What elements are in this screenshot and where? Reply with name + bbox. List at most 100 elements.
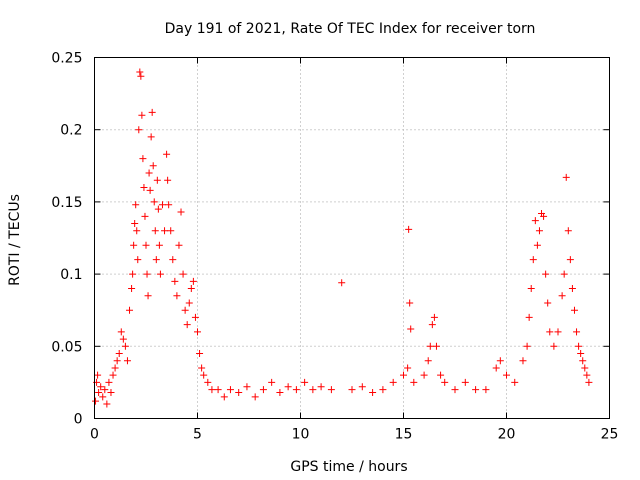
- data-point: [123, 357, 131, 365]
- data-point: [169, 256, 177, 264]
- y-tick-label: 0.2: [60, 123, 82, 139]
- data-point: [99, 393, 107, 401]
- data-point: [525, 313, 533, 321]
- data-point: [143, 270, 151, 278]
- data-point: [437, 371, 445, 379]
- data-point: [389, 378, 397, 386]
- data-point: [259, 386, 267, 394]
- data-point: [420, 371, 428, 379]
- data-point: [410, 378, 418, 386]
- x-tick-label: 10: [292, 427, 310, 443]
- data-point: [523, 342, 531, 350]
- data-point: [251, 393, 259, 401]
- data-point: [430, 313, 438, 321]
- data-point: [173, 292, 181, 300]
- data-point: [568, 285, 576, 293]
- data-point: [111, 364, 119, 372]
- data-point: [268, 378, 276, 386]
- y-tick-label: 0.1: [60, 267, 82, 283]
- data-point: [163, 150, 171, 158]
- data-point: [562, 173, 570, 181]
- data-point: [451, 386, 459, 394]
- y-tick-label: 0.25: [51, 51, 82, 67]
- data-point: [92, 397, 100, 405]
- data-point: [235, 389, 243, 397]
- data-point: [400, 371, 407, 379]
- data-point: [148, 108, 156, 116]
- data-point: [527, 285, 535, 293]
- data-point: [472, 386, 480, 394]
- data-point: [113, 357, 121, 365]
- data-point: [317, 383, 325, 391]
- data-point: [327, 386, 335, 394]
- data-point: [583, 371, 591, 379]
- data-point: [564, 227, 572, 235]
- data-point: [284, 383, 292, 391]
- data-point: [407, 325, 415, 333]
- grid-layer: [94, 57, 610, 419]
- data-point: [292, 386, 300, 394]
- data-point: [185, 299, 193, 307]
- data-point: [404, 364, 412, 372]
- data-point: [535, 227, 543, 235]
- data-point: [566, 256, 574, 264]
- data-point: [461, 378, 469, 386]
- data-point: [151, 227, 159, 235]
- data-point: [117, 328, 125, 336]
- data-point: [138, 111, 146, 119]
- data-point: [146, 186, 154, 194]
- data-point: [432, 342, 440, 350]
- x-tick-label: 15: [395, 427, 413, 443]
- data-point: [406, 299, 414, 307]
- data-point: [194, 328, 201, 336]
- data-point: [309, 386, 317, 394]
- data-point: [558, 292, 566, 300]
- data-point: [136, 68, 144, 76]
- data-point: [155, 241, 163, 249]
- data-point: [511, 378, 519, 386]
- data-point: [130, 241, 138, 249]
- data-point: [149, 162, 157, 170]
- data-point: [585, 378, 593, 386]
- data-point: [196, 350, 204, 358]
- data-point: [177, 208, 185, 216]
- data-point: [141, 212, 149, 220]
- data-point: [156, 270, 164, 278]
- data-point: [208, 386, 216, 394]
- data-point: [181, 306, 189, 314]
- data-point: [243, 383, 251, 391]
- data-point: [137, 72, 145, 80]
- data-point: [129, 270, 137, 278]
- x-tick-label: 5: [193, 427, 202, 443]
- data-point: [533, 241, 541, 249]
- data-point: [441, 378, 449, 386]
- data-point: [97, 383, 105, 391]
- data-point: [167, 227, 175, 235]
- data-point: [540, 212, 548, 220]
- data-point: [492, 364, 500, 372]
- data-point: [153, 176, 161, 184]
- axis-ticks: 0 5 10 15 20 25 0 0.05 0.1 0.15 0.2 0.25: [51, 51, 618, 443]
- data-point: [405, 225, 413, 233]
- data-point: [301, 378, 309, 386]
- data-point: [150, 198, 158, 206]
- data-point: [560, 270, 568, 278]
- data-point: [95, 389, 103, 397]
- data-point: [531, 217, 539, 225]
- data-point: [198, 364, 206, 372]
- plot-frame: [94, 57, 610, 419]
- data-point: [550, 342, 558, 350]
- chart-title: Day 191 of 2021, Rate Of TEC Index for r…: [165, 21, 536, 37]
- data-point: [154, 205, 162, 213]
- data-point: [105, 378, 113, 386]
- x-tick-label: 20: [498, 427, 516, 443]
- data-point: [496, 357, 504, 365]
- data-point: [179, 270, 187, 278]
- data-point: [428, 321, 436, 329]
- data-point: [103, 400, 111, 408]
- data-point: [183, 321, 191, 329]
- x-tick-label: 25: [601, 427, 619, 443]
- data-point: [142, 241, 150, 249]
- data-point: [101, 386, 109, 394]
- data-point: [581, 364, 589, 372]
